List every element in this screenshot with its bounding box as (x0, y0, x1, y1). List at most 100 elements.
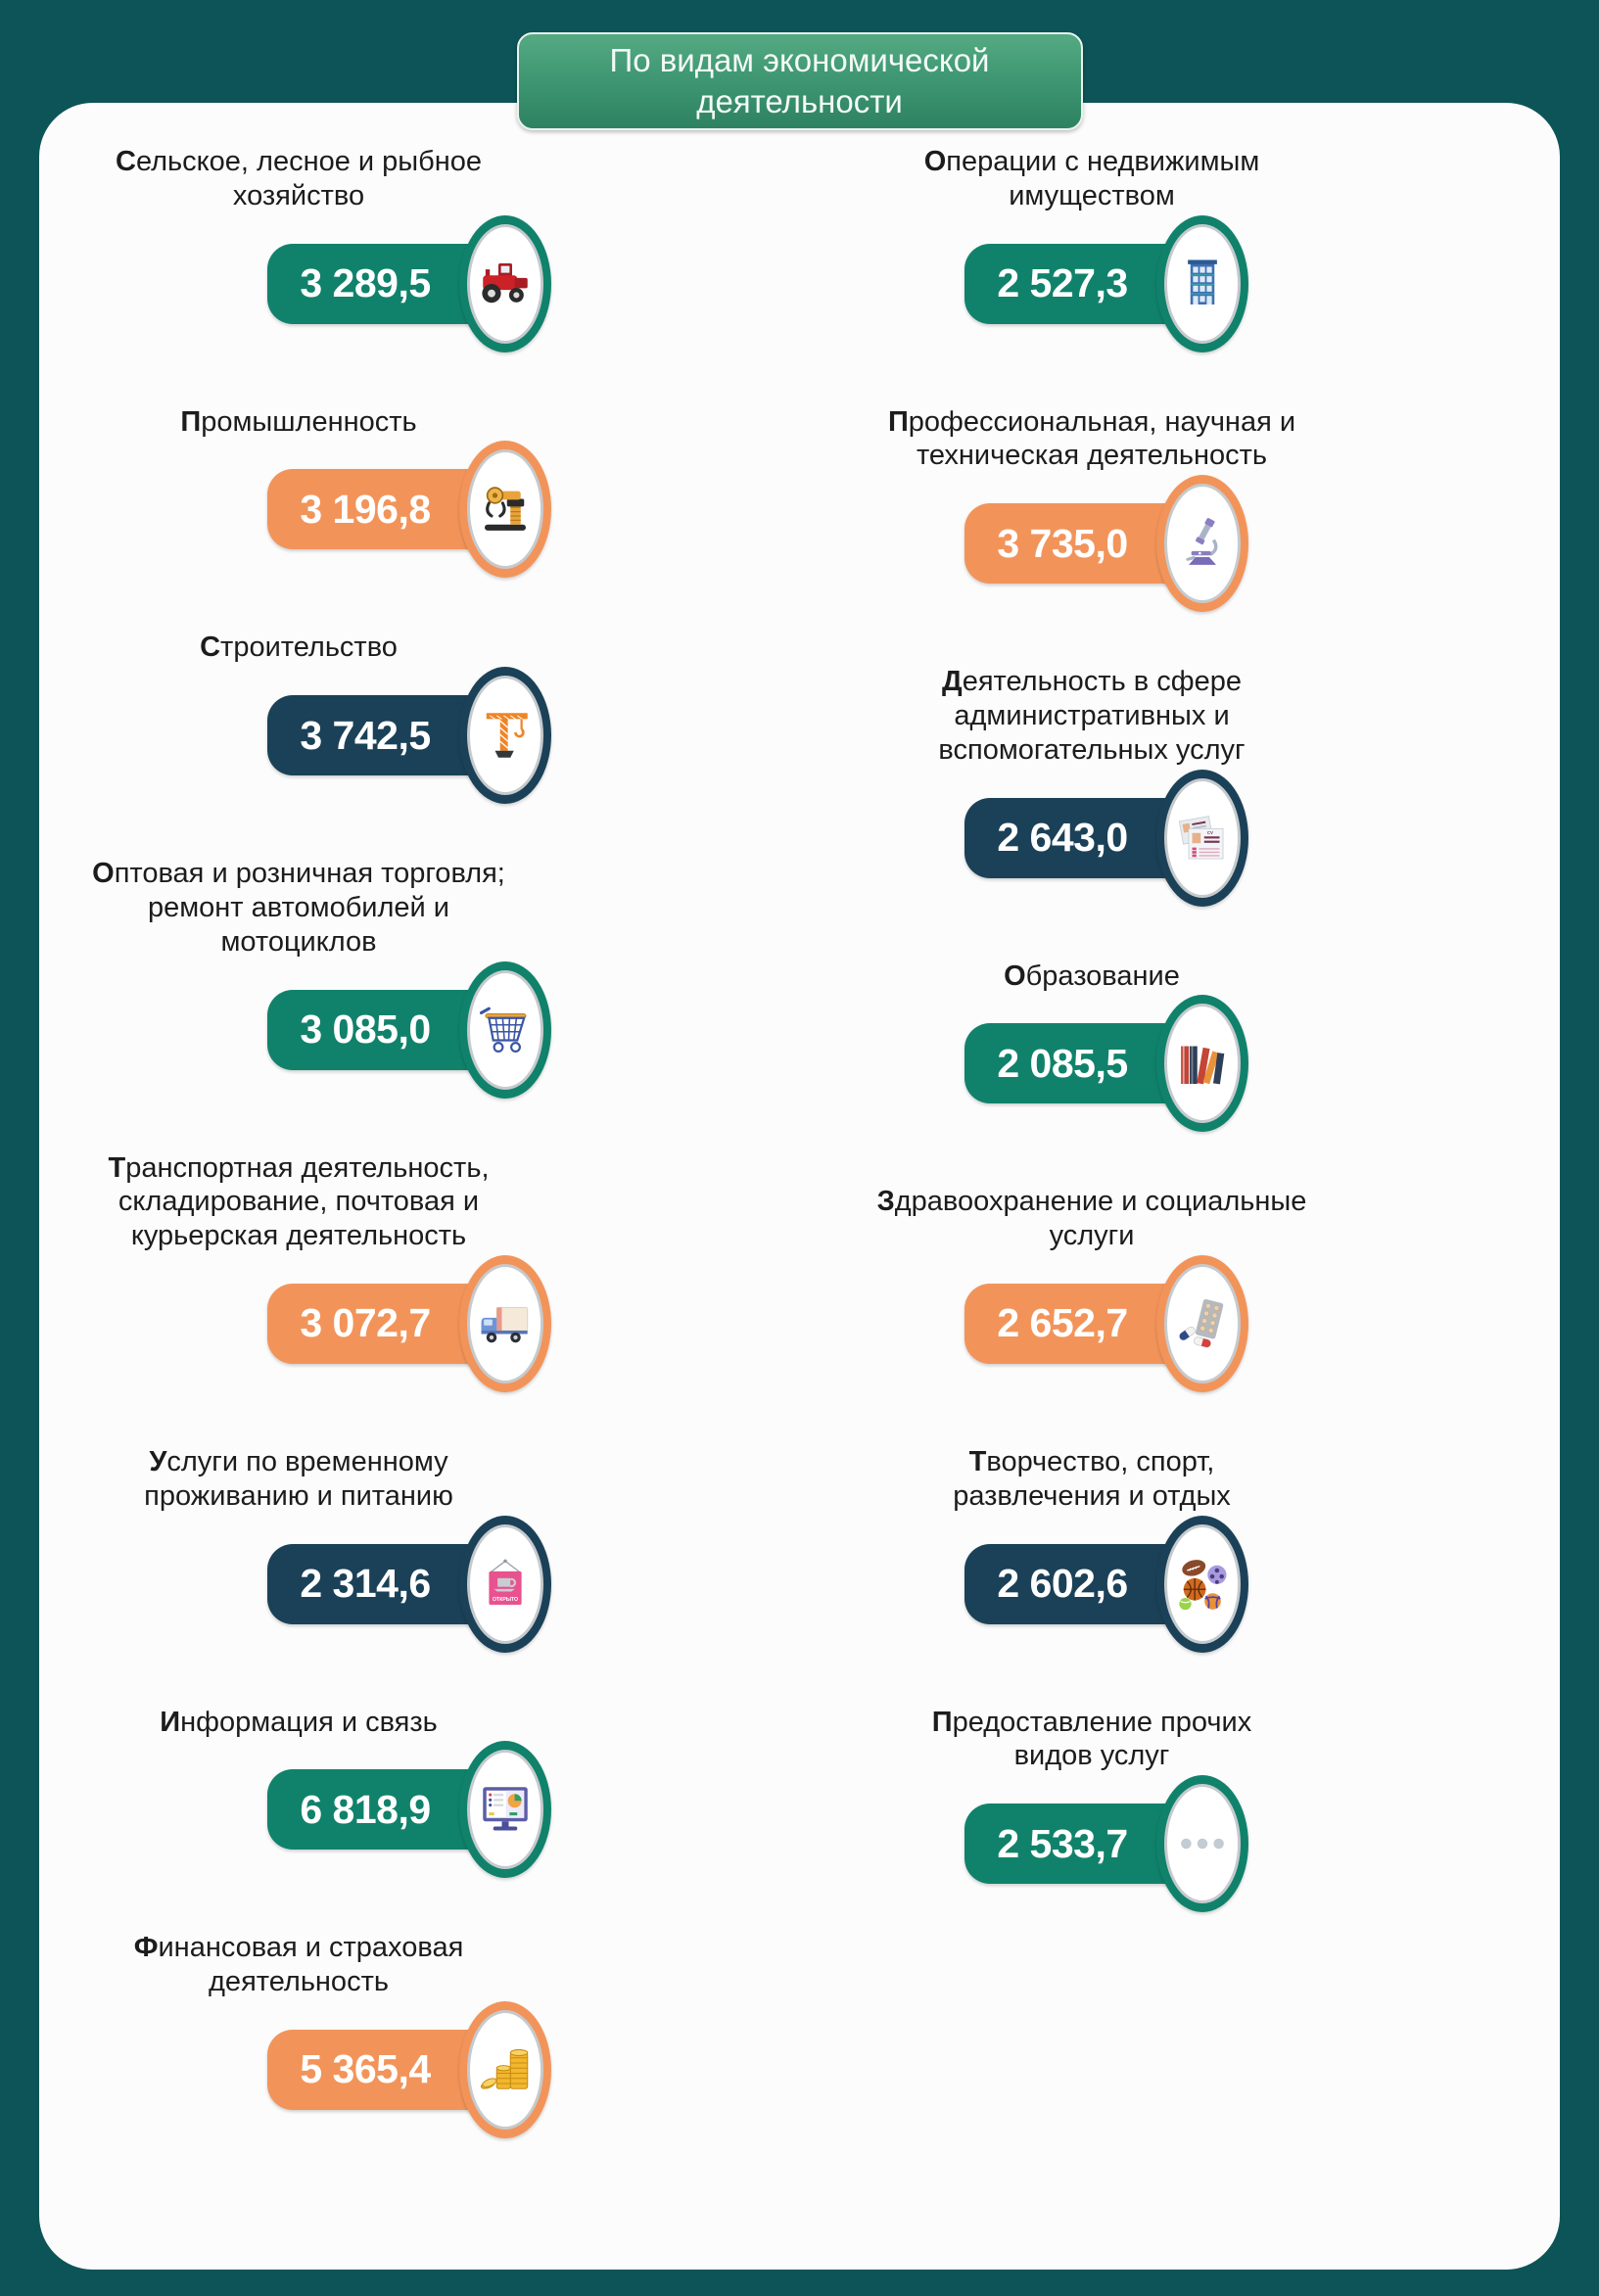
value-badge: 2 602,6 (964, 1515, 1248, 1653)
title-rest: ранспортная деятельность, складирование,… (118, 1151, 490, 1252)
activity-value: 5 365,4 (300, 2046, 431, 2092)
activity-item-education: Образование 2 085,5 (798, 960, 1386, 1133)
robot-arm-icon (467, 449, 543, 570)
activity-title: Образование (798, 960, 1386, 994)
title-initial: Д (942, 666, 963, 698)
title-initial: П (931, 1706, 953, 1738)
activity-value: 2 602,6 (997, 1561, 1128, 1607)
activity-item-real-estate: Операции с недвижимым имуществом 2 527,3 (798, 145, 1386, 352)
icon-ring (459, 1741, 551, 1879)
activity-title: Финансовая и страховая деятельность (34, 1931, 563, 1999)
activity-item-trade: Оптовая и розничная торговля; ремонт авт… (34, 857, 563, 1099)
activity-value: 3 735,0 (997, 520, 1128, 566)
activity-title: Творчество, спорт, развлечения и отдых (798, 1445, 1386, 1514)
activity-value: 3 072,7 (300, 1300, 431, 1346)
title-rest: перации с недвижимым имуществом (946, 146, 1260, 211)
content-card (39, 103, 1560, 2270)
title-rest: ворчество, спорт, развлечения и отдых (953, 1445, 1231, 1512)
value-badge: 5 365,4 (267, 2000, 551, 2138)
activity-item-administrative: Деятельность в сфере административных и … (798, 665, 1386, 907)
sports-balls-icon (1164, 1523, 1241, 1644)
activity-value: 3 289,5 (300, 260, 431, 306)
value-badge: 3 196,8 (267, 441, 551, 579)
truck-icon (467, 1263, 543, 1383)
value-badge: 3 735,0 (964, 475, 1248, 613)
value-badge: 3 742,5 (267, 667, 551, 805)
value-badge: 2 314,6 (267, 1515, 551, 1653)
coins-icon (467, 2009, 543, 2130)
tractor-icon (467, 223, 543, 344)
building-icon (1164, 223, 1241, 344)
value-badge: 6 818,9 (267, 1741, 551, 1879)
title-initial: Т (108, 1151, 126, 1184)
activity-item-arts-sport: Творчество, спорт, развлечения и отдых 2… (798, 1445, 1386, 1653)
activity-item-industry: Промышленность 3 196,8 (34, 405, 563, 579)
title-rest: троительство (220, 632, 398, 664)
value-badge: 2 643,0 (964, 769, 1248, 907)
value-badge: 2 527,3 (964, 214, 1248, 352)
icon-ring (459, 1254, 551, 1392)
value-badge: 2 652,7 (964, 1254, 1248, 1392)
activity-title: Профессиональная, научная и техническая … (798, 405, 1386, 474)
icon-ring (1156, 1254, 1248, 1392)
activity-value: 3 742,5 (300, 712, 431, 758)
icon-ring (459, 1515, 551, 1653)
activity-title: Информация и связь (34, 1706, 563, 1740)
activity-value: 2 527,3 (997, 260, 1128, 306)
icon-ring (1156, 1515, 1248, 1653)
value-badge: 2 533,7 (964, 1775, 1248, 1913)
ellipsis-icon (1164, 1784, 1241, 1904)
title-rest: слуги по временному проживанию и питанию (144, 1445, 453, 1512)
title-rest: еятельность в сфере административных и в… (938, 666, 1246, 766)
icon-ring (1156, 769, 1248, 907)
title-initial: П (887, 405, 909, 438)
title-initial: С (200, 632, 221, 664)
title-initial: О (1004, 960, 1026, 992)
activity-value: 2 533,7 (997, 1820, 1128, 1866)
icon-ring (1156, 475, 1248, 613)
title-rest: птовая и розничная торговля; ремонт авто… (114, 858, 505, 958)
microscope-icon (1164, 484, 1241, 604)
activity-item-finance: Финансовая и страховая деятельность 5 36… (34, 1931, 563, 2138)
cafe-sign-icon (467, 1523, 543, 1644)
activity-title: Деятельность в сфере административных и … (798, 665, 1386, 767)
activity-value: 2 085,5 (997, 1040, 1128, 1086)
icon-ring (459, 961, 551, 1099)
title-initial: С (115, 146, 136, 177)
activity-value: 2 652,7 (997, 1300, 1128, 1346)
icon-ring (459, 667, 551, 805)
title-rest: редоставление прочих видов услуг (952, 1706, 1252, 1772)
value-badge: 3 085,0 (267, 961, 551, 1099)
icon-ring (459, 441, 551, 579)
icon-ring (459, 2000, 551, 2138)
icon-ring (1156, 995, 1248, 1133)
right-column: Операции с недвижимым имуществом 2 527,3… (798, 145, 1386, 2191)
title-initial: Т (968, 1445, 987, 1477)
icon-ring (1156, 1775, 1248, 1913)
title-rest: инансовая и страховая деятельность (158, 1932, 464, 1998)
value-badge: 3 072,7 (267, 1254, 551, 1392)
activity-item-accommodation: Услуги по временному проживанию и питани… (34, 1445, 563, 1653)
crane-icon (467, 676, 543, 796)
shopping-cart-icon (467, 969, 543, 1090)
icon-ring (1156, 214, 1248, 352)
page-title: По видам экономической деятельности (609, 42, 990, 120)
activity-value: 2 314,6 (300, 1561, 431, 1607)
icon-ring (459, 214, 551, 352)
pills-icon (1164, 1263, 1241, 1383)
activity-title: Транспортная деятельность, складирование… (34, 1151, 563, 1253)
title-initial: О (92, 858, 115, 890)
activity-item-healthcare: Здравоохранение и социальные услуги 2 65… (798, 1185, 1386, 1392)
title-rest: рофессиональная, научная и техническая д… (908, 405, 1296, 472)
activity-title: Промышленность (34, 405, 563, 440)
activity-item-construction: Строительство 3 742,5 (34, 631, 563, 805)
activity-item-other-services: Предоставление прочих видов услуг 2 533,… (798, 1706, 1386, 1913)
activity-item-information: Информация и связь 6 818,9 (34, 1706, 563, 1879)
value-badge: 3 289,5 (267, 214, 551, 352)
activity-title: Строительство (34, 631, 563, 665)
activity-item-professional: Профессиональная, научная и техническая … (798, 405, 1386, 613)
monitor-dashboard-icon (467, 1750, 543, 1870)
activity-title: Операции с недвижимым имуществом (798, 145, 1386, 213)
activity-value: 3 085,0 (300, 1007, 431, 1053)
